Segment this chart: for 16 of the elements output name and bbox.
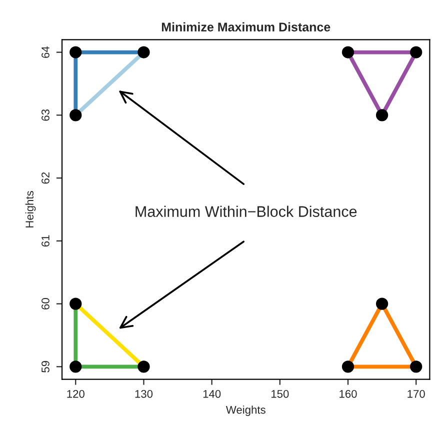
x-tick-label: 130: [135, 390, 153, 398]
y-axis-title: Heights: [25, 191, 36, 228]
x-tick-label: 120: [67, 390, 84, 398]
x-tick-label: 140: [203, 390, 221, 398]
y-tick-label: 63: [42, 109, 50, 121]
y-tick-label: 62: [42, 172, 50, 184]
x-tick-label: 170: [408, 390, 425, 398]
y-tick-label: 64: [42, 46, 50, 58]
x-tick-label: 150: [271, 390, 289, 398]
y-tick-label: 59: [42, 361, 50, 372]
x-tick-label: 160: [340, 390, 357, 398]
x-axis-title: Weights: [226, 406, 266, 416]
y-tick-label: 61: [42, 235, 50, 247]
y-tick-label: 60: [42, 298, 50, 310]
chart-title: Minimize Maximum Distance: [162, 22, 330, 32]
annotation: Maximum Within−Block Distance: [136, 206, 357, 217]
